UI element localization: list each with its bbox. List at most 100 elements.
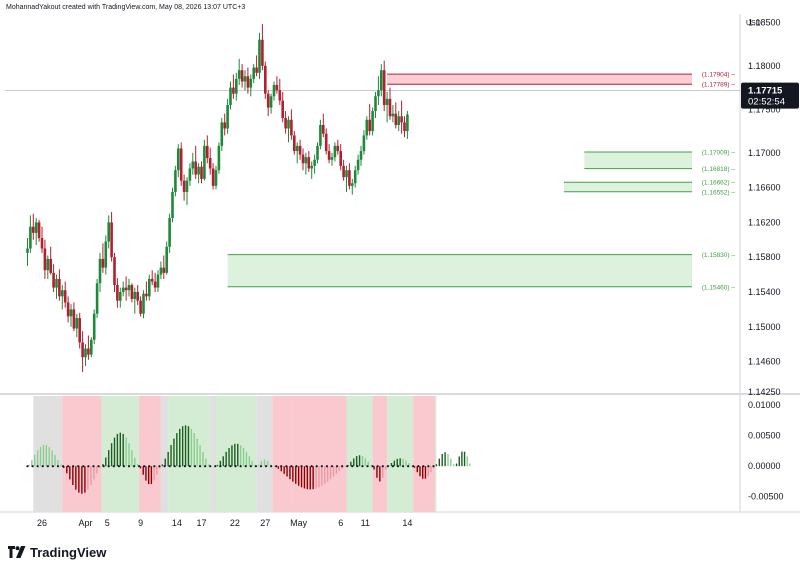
candle-body-126 (391, 113, 395, 117)
price-tick-label: 1.15000 (748, 322, 781, 332)
zero-line-dot (214, 465, 217, 468)
candle-body-82 (264, 65, 267, 94)
candle-body-87 (278, 90, 282, 101)
candle-body-86 (275, 84, 279, 91)
zero-line-dot (335, 465, 339, 468)
zero-line-dot (330, 465, 334, 468)
zero-line-dot (280, 465, 283, 468)
candle-body-6 (43, 248, 47, 271)
zero-line-dot (270, 465, 273, 468)
candle-body-124 (385, 98, 389, 105)
candle-body-75 (243, 76, 247, 82)
candle-body-65 (214, 170, 218, 186)
zero-line-dot (371, 465, 374, 468)
zero-line-dot (193, 465, 197, 468)
zero-line-dot (295, 465, 298, 468)
zero-line-dot (173, 465, 176, 468)
date-tick-label: 9 (138, 518, 143, 528)
zero-line-dot (244, 465, 247, 468)
candle-body-14 (66, 302, 70, 317)
tradingview-brand[interactable]: TradingView (8, 543, 106, 561)
candle-body-18 (78, 318, 81, 343)
zero-line-dot (391, 465, 394, 468)
candle-body-105 (330, 157, 334, 160)
oscillator-tick-label: 0.00000 (748, 461, 781, 471)
zero-line-dot (417, 465, 420, 468)
candle-body-97 (307, 157, 311, 169)
candle-body-37 (133, 291, 137, 299)
zero-line-dot (178, 465, 181, 468)
zero-line-dot (56, 465, 60, 468)
zero-line-dot (148, 465, 151, 468)
date-tick-label: 11 (361, 518, 370, 528)
candle-body-58 (194, 161, 197, 175)
candle-body-15 (69, 309, 73, 317)
date-tick-label: 17 (196, 518, 206, 528)
zero-line-dot (351, 465, 354, 468)
candle-body-121 (377, 90, 380, 97)
zero-line-dot (46, 465, 49, 468)
candle-body-24 (95, 283, 99, 314)
candle-body-119 (371, 111, 374, 132)
zero-line-dot (51, 465, 54, 468)
zero-line-dot (259, 465, 263, 468)
zero-line-dot (254, 465, 257, 468)
candle-body-102 (322, 124, 325, 134)
currency-label: USD (746, 20, 761, 27)
zero-line-dot (117, 465, 120, 468)
candle-body-115 (359, 151, 363, 160)
zero-line-dot (122, 465, 126, 468)
tradingview-brand-text: TradingView (30, 544, 107, 560)
date-tick-label: 5 (105, 518, 110, 528)
candle-body-120 (374, 96, 377, 112)
candle-body-28 (107, 222, 110, 242)
candle-body-67 (220, 122, 224, 146)
candle-body-36 (130, 285, 134, 299)
candle-body-61 (203, 145, 206, 179)
zero-line-dot (412, 465, 415, 468)
date-tick-label: 6 (338, 518, 343, 528)
zero-line-dot (341, 465, 344, 468)
zero-line-dot (315, 465, 318, 468)
attribution-text: MohannadYakout created with TradingView.… (6, 4, 246, 11)
oscillator-bg-red (272, 396, 292, 512)
candle-body-50 (171, 191, 174, 219)
zero-line-dot (407, 465, 410, 468)
price-tick-label: 1.14250 (748, 387, 781, 397)
support-zone-3 (227, 254, 692, 287)
candle-body-69 (226, 104, 229, 129)
candle-body-55 (185, 180, 189, 192)
tradingview-logo-icon (8, 546, 26, 558)
candle-body-106 (333, 145, 337, 158)
candle-body-1 (29, 226, 32, 249)
candle-body-96 (304, 157, 308, 164)
price-tick-label: 1.16600 (748, 183, 781, 193)
candle-body-118 (368, 119, 371, 132)
candle-body-45 (156, 274, 160, 288)
candle-body-123 (382, 70, 386, 105)
price-tick-label: 1.17500 (748, 104, 781, 114)
candle-body-77 (249, 78, 253, 88)
candle-body-42 (148, 278, 151, 297)
current-price-tag (741, 82, 799, 109)
candle-body-112 (351, 183, 354, 186)
candle-body-26 (101, 258, 105, 268)
zero-line-dot (209, 465, 212, 468)
candle-body-9 (52, 272, 55, 288)
candle-body-76 (246, 76, 250, 88)
candle-body-79 (255, 67, 258, 73)
candle-body-100 (316, 145, 319, 160)
candle-body-98 (310, 165, 313, 169)
oscillator-bg-gray (160, 396, 169, 512)
current-price-value: 1.17715 (748, 86, 783, 97)
candle-body-11 (58, 278, 61, 297)
zero-line-dot (366, 465, 369, 468)
zero-line-dot (102, 465, 105, 468)
candle-body-39 (139, 300, 142, 314)
histogram-group (26, 425, 471, 494)
zero-line-dot (87, 465, 90, 468)
zero-line-dot (381, 465, 384, 468)
candle-body-20 (84, 348, 87, 358)
zero-line-dot (188, 465, 191, 468)
